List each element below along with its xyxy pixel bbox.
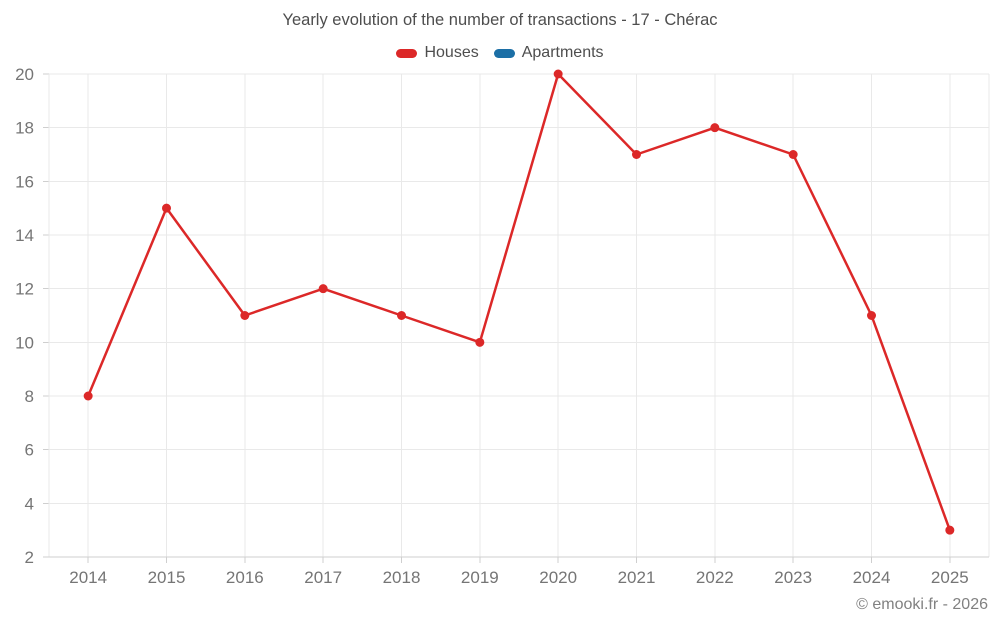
y-tick-label: 4 [25,494,34,513]
x-tick-label: 2017 [304,568,342,587]
houses-point-2017[interactable] [318,284,328,294]
y-tick-label: 18 [15,119,34,138]
houses-point-2014[interactable] [83,391,93,401]
legend-item-houses[interactable]: Houses [396,44,479,62]
x-tick-label: 2023 [774,568,812,587]
x-tick-label: 2020 [539,568,577,587]
y-tick-label: 6 [25,441,34,460]
houses-point-2019[interactable] [475,337,485,347]
houses-point-2025[interactable] [945,525,955,535]
chart-title: Yearly evolution of the number of transa… [282,11,718,29]
y-tick-label: 20 [15,65,34,84]
y-tick-label: 8 [25,387,34,406]
houses-point-2021[interactable] [632,150,641,159]
x-tick-label: 2015 [148,568,186,587]
x-tick-label: 2024 [853,568,891,587]
legend-label-apartments: Apartments [521,44,604,61]
x-tick-label: 2021 [618,568,656,587]
houses-point-2018[interactable] [397,311,406,320]
x-tick-label: 2025 [931,568,969,587]
legend-label-houses: Houses [424,44,479,61]
legend-item-apartments[interactable]: Apartments [493,44,604,62]
houses-point-2024[interactable] [867,311,876,320]
houses-swatch-icon [396,48,418,58]
houses-point-2020[interactable] [553,69,563,79]
x-tick-label: 2018 [383,568,421,587]
legend: Houses Apartments [0,44,1000,62]
y-tick-label: 2 [25,548,34,567]
y-tick-label: 10 [15,333,34,352]
houses-point-2015[interactable] [162,203,171,213]
houses-point-2022[interactable] [710,123,720,133]
x-tick-label: 2014 [69,568,107,587]
houses-point-2023[interactable] [788,150,798,159]
x-tick-label: 2022 [696,568,734,587]
y-tick-label: 14 [15,226,34,245]
houses-point-2016[interactable] [240,311,250,320]
apartments-swatch-icon [493,48,515,58]
y-tick-label: 12 [15,280,34,299]
houses-line [86,72,952,532]
x-tick-label: 2019 [461,568,499,587]
attribution: © emooki.fr - 2026 [856,596,988,613]
x-tick-label: 2016 [226,568,264,587]
y-tick-label: 16 [15,172,34,191]
